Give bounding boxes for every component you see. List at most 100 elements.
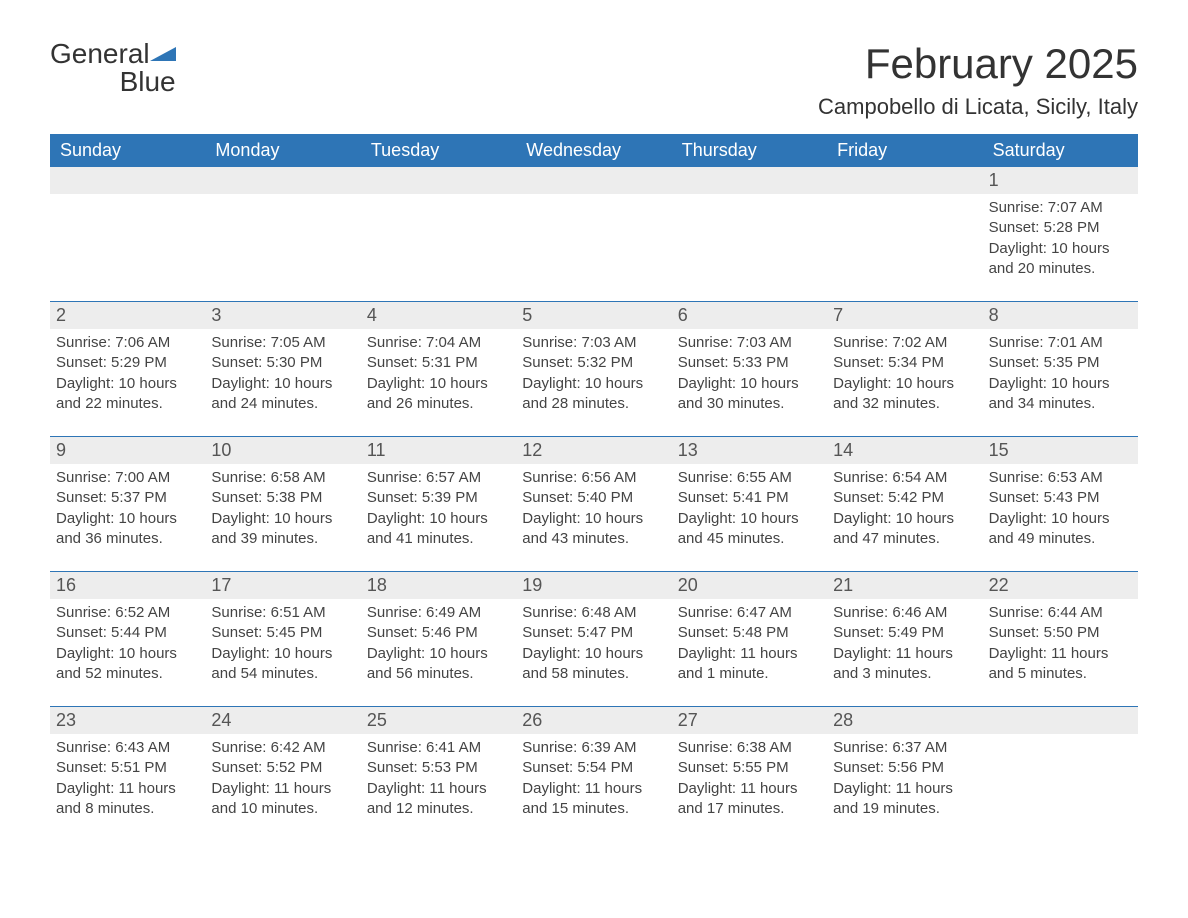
daylight: Daylight: 10 hours and 45 minutes.	[678, 509, 821, 550]
day-info: Sunrise: 6:39 AMSunset: 5:54 PMDaylight:…	[516, 734, 671, 819]
day-info: Sunrise: 7:00 AMSunset: 5:37 PMDaylight:…	[50, 464, 205, 549]
sunset: Sunset: 5:31 PM	[367, 353, 510, 373]
day-number	[50, 167, 205, 194]
sunset: Sunset: 5:56 PM	[833, 758, 976, 778]
daylight: Daylight: 11 hours and 5 minutes.	[989, 644, 1132, 685]
sunrise: Sunrise: 6:56 AM	[522, 468, 665, 488]
sunrise: Sunrise: 6:39 AM	[522, 738, 665, 758]
sunrise: Sunrise: 6:37 AM	[833, 738, 976, 758]
weekday-thu: Thursday	[672, 134, 827, 167]
daylight: Daylight: 10 hours and 36 minutes.	[56, 509, 199, 550]
weekday-sat: Saturday	[983, 134, 1138, 167]
sunset: Sunset: 5:33 PM	[678, 353, 821, 373]
day-cell: 2Sunrise: 7:06 AMSunset: 5:29 PMDaylight…	[50, 302, 205, 436]
day-number: 18	[361, 572, 516, 599]
sunrise: Sunrise: 7:06 AM	[56, 333, 199, 353]
day-number: 2	[50, 302, 205, 329]
calendar: Sunday Monday Tuesday Wednesday Thursday…	[50, 134, 1138, 841]
day-info: Sunrise: 6:56 AMSunset: 5:40 PMDaylight:…	[516, 464, 671, 549]
day-cell: 19Sunrise: 6:48 AMSunset: 5:47 PMDayligh…	[516, 572, 671, 706]
sunrise: Sunrise: 6:42 AM	[211, 738, 354, 758]
sunrise: Sunrise: 7:00 AM	[56, 468, 199, 488]
flag-icon	[150, 38, 176, 69]
day-number: 4	[361, 302, 516, 329]
sunrise: Sunrise: 6:41 AM	[367, 738, 510, 758]
sunrise: Sunrise: 7:05 AM	[211, 333, 354, 353]
sunrise: Sunrise: 7:02 AM	[833, 333, 976, 353]
daylight: Daylight: 11 hours and 15 minutes.	[522, 779, 665, 820]
day-cell: 20Sunrise: 6:47 AMSunset: 5:48 PMDayligh…	[672, 572, 827, 706]
sunrise: Sunrise: 6:57 AM	[367, 468, 510, 488]
daylight: Daylight: 10 hours and 30 minutes.	[678, 374, 821, 415]
sunset: Sunset: 5:46 PM	[367, 623, 510, 643]
sunset: Sunset: 5:49 PM	[833, 623, 976, 643]
sunrise: Sunrise: 6:54 AM	[833, 468, 976, 488]
day-number: 12	[516, 437, 671, 464]
day-number	[361, 167, 516, 194]
day-number: 20	[672, 572, 827, 599]
day-cell: 27Sunrise: 6:38 AMSunset: 5:55 PMDayligh…	[672, 707, 827, 841]
daylight: Daylight: 10 hours and 56 minutes.	[367, 644, 510, 685]
day-cell: 5 Sunrise: 7:03 AMSunset: 5:32 PMDaylight…	[516, 302, 671, 436]
location: Campobello di Licata, Sicily, Italy	[818, 94, 1138, 120]
sunset: Sunset: 5:38 PM	[211, 488, 354, 508]
sunrise: Sunrise: 6:52 AM	[56, 603, 199, 623]
sunset: Sunset: 5:54 PM	[522, 758, 665, 778]
sunset: Sunset: 5:47 PM	[522, 623, 665, 643]
day-cell: 25Sunrise: 6:41 AMSunset: 5:53 PMDayligh…	[361, 707, 516, 841]
sunset: Sunset: 5:32 PM	[522, 353, 665, 373]
day-number	[516, 167, 671, 194]
day-number: 16	[50, 572, 205, 599]
day-info: Sunrise: 6:41 AMSunset: 5:53 PMDaylight:…	[361, 734, 516, 819]
sunrise: Sunrise: 6:44 AM	[989, 603, 1132, 623]
sunrise: Sunrise: 6:53 AM	[989, 468, 1132, 488]
day-number: 8	[983, 302, 1138, 329]
day-info: Sunrise: 6:44 AMSunset: 5:50 PMDaylight:…	[983, 599, 1138, 684]
day-cell: 11Sunrise: 6:57 AMSunset: 5:39 PMDayligh…	[361, 437, 516, 571]
day-number: 7	[827, 302, 982, 329]
day-cell: 13Sunrise: 6:55 AMSunset: 5:41 PMDayligh…	[672, 437, 827, 571]
day-cell	[672, 167, 827, 301]
logo-line1: General	[50, 38, 150, 69]
day-info: Sunrise: 7:05 AMSunset: 5:30 PMDaylight:…	[205, 329, 360, 414]
day-cell	[983, 707, 1138, 841]
day-number: 5	[516, 302, 671, 329]
weekday-sun: Sunday	[50, 134, 205, 167]
day-cell: 6Sunrise: 7:03 AMSunset: 5:33 PMDaylight…	[672, 302, 827, 436]
day-cell: 28Sunrise: 6:37 AMSunset: 5:56 PMDayligh…	[827, 707, 982, 841]
day-cell: 10Sunrise: 6:58 AMSunset: 5:38 PMDayligh…	[205, 437, 360, 571]
day-cell: 15Sunrise: 6:53 AMSunset: 5:43 PMDayligh…	[983, 437, 1138, 571]
day-number: 17	[205, 572, 360, 599]
sunset: Sunset: 5:43 PM	[989, 488, 1132, 508]
daylight: Daylight: 11 hours and 10 minutes.	[211, 779, 354, 820]
day-info: Sunrise: 6:54 AMSunset: 5:42 PMDaylight:…	[827, 464, 982, 549]
day-info: Sunrise: 7:04 AMSunset: 5:31 PMDaylight:…	[361, 329, 516, 414]
day-cell: 23Sunrise: 6:43 AMSunset: 5:51 PMDayligh…	[50, 707, 205, 841]
sunrise: Sunrise: 6:38 AM	[678, 738, 821, 758]
day-number: 23	[50, 707, 205, 734]
day-number: 25	[361, 707, 516, 734]
day-cell: 18Sunrise: 6:49 AMSunset: 5:46 PMDayligh…	[361, 572, 516, 706]
sunset: Sunset: 5:52 PM	[211, 758, 354, 778]
daylight: Daylight: 11 hours and 3 minutes.	[833, 644, 976, 685]
logo-line2: Blue	[50, 68, 176, 96]
day-cell: 22Sunrise: 6:44 AMSunset: 5:50 PMDayligh…	[983, 572, 1138, 706]
day-info: Sunrise: 7:07 AMSunset: 5:28 PMDaylight:…	[983, 194, 1138, 279]
day-info: Sunrise: 6:49 AMSunset: 5:46 PMDaylight:…	[361, 599, 516, 684]
daylight: Daylight: 10 hours and 20 minutes.	[989, 239, 1132, 280]
sunrise: Sunrise: 7:04 AM	[367, 333, 510, 353]
weekday-header: Sunday Monday Tuesday Wednesday Thursday…	[50, 134, 1138, 167]
daylight: Daylight: 10 hours and 28 minutes.	[522, 374, 665, 415]
daylight: Daylight: 11 hours and 19 minutes.	[833, 779, 976, 820]
day-info: Sunrise: 6:57 AMSunset: 5:39 PMDaylight:…	[361, 464, 516, 549]
day-info: Sunrise: 6:47 AMSunset: 5:48 PMDaylight:…	[672, 599, 827, 684]
week-row: 9Sunrise: 7:00 AMSunset: 5:37 PMDaylight…	[50, 436, 1138, 571]
weekday-fri: Friday	[827, 134, 982, 167]
day-number: 13	[672, 437, 827, 464]
day-number: 1	[983, 167, 1138, 194]
day-cell: 1Sunrise: 7:07 AMSunset: 5:28 PMDaylight…	[983, 167, 1138, 301]
day-number: 6	[672, 302, 827, 329]
sunrise: Sunrise: 7:03 AM	[522, 333, 665, 353]
header: General Blue February 2025 Campobello di…	[50, 40, 1138, 120]
day-cell	[205, 167, 360, 301]
